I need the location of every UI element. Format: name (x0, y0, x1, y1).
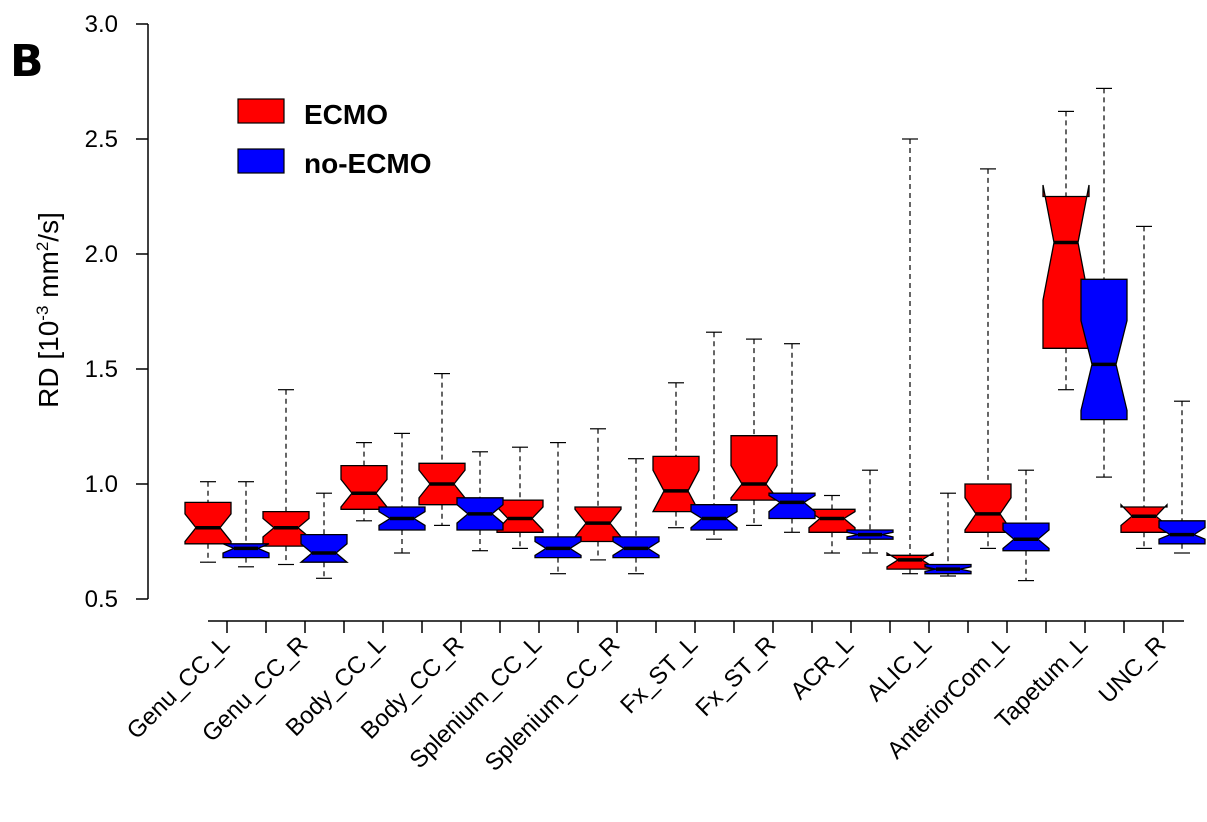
box-no-ecmo-alic_l (924, 492, 972, 577)
y-tick-label: 0.5 (85, 586, 118, 613)
x-tick-label: Fx_ST_R (690, 631, 781, 722)
notched-box (651, 455, 701, 513)
x-tick-label: Splenium_CC_R (480, 631, 625, 776)
box-no-ecmo-fx_st_l (690, 331, 738, 540)
box-no-ecmo-tapetum_l (1080, 87, 1128, 478)
notched-box (184, 501, 232, 545)
box-no-ecmo-unc_r (1158, 400, 1206, 554)
box-no-ecmo-genu_cc_r (299, 492, 349, 579)
box-layer (184, 87, 1206, 582)
notched-box (730, 435, 778, 501)
notched-box (222, 543, 270, 559)
box-ecmo-tapetum_l (1042, 110, 1090, 391)
box-no-ecmo-splenium_cc_r (612, 458, 660, 575)
notched-box (496, 499, 544, 533)
box-no-ecmo-fx_st_r (768, 343, 816, 533)
y-tick-label: 2.5 (85, 126, 118, 153)
x-tick-label: Splenium_CC_L (405, 631, 548, 774)
y-axis: 0.5 1.0 1.5 2.0 2.5 3.0 (85, 11, 149, 613)
notched-box (1080, 278, 1128, 421)
box-no-ecmo-anteriorcom_l (1002, 469, 1050, 582)
notched-box (808, 508, 856, 533)
notched-box (340, 464, 388, 510)
y-axis-title: RD [10-3 mm2/s] (33, 212, 64, 408)
box-ecmo-body_cc_l (340, 442, 388, 522)
x-tick-label: Fx_ST_L (615, 631, 703, 719)
box-ecmo-unc_r (1120, 225, 1168, 550)
y-tick-label: 1.5 (85, 356, 118, 383)
box-no-ecmo-genu_cc_l (222, 481, 270, 568)
legend: ECMO no-ECMO (237, 98, 432, 179)
box-ecmo-splenium_cc_r (574, 428, 622, 561)
box-no-ecmo-body_cc_r (456, 451, 504, 552)
y-tick-label: 1.0 (85, 471, 118, 498)
notched-box (1002, 522, 1050, 552)
box-ecmo-body_cc_r (418, 373, 466, 527)
legend-swatch-ecmo (237, 98, 285, 124)
box-no-ecmo-splenium_cc_l (534, 442, 582, 575)
y-tick-label: 3.0 (85, 11, 118, 38)
y-tick-label: 2.0 (85, 241, 118, 268)
box-no-ecmo-body_cc_l (378, 432, 426, 554)
legend-label-no-ecmo: no-ECMO (304, 148, 432, 179)
x-tick-label: ALIC_L (862, 631, 938, 707)
legend-swatch-no-ecmo (237, 148, 285, 174)
box-ecmo-genu_cc_l (184, 481, 232, 563)
x-tick-label: ACR_L (785, 631, 859, 705)
legend-label-ecmo: ECMO (304, 99, 388, 130)
box-ecmo-fx_st_r (730, 338, 778, 527)
box-ecmo-splenium_cc_l (496, 446, 544, 550)
box-ecmo-anteriorcom_l (964, 168, 1012, 550)
panel-label: B (10, 36, 44, 87)
x-tick-label: UNC_R (1094, 631, 1172, 709)
notched-box (1158, 520, 1206, 545)
box-ecmo-acr_l (808, 494, 856, 554)
x-axis: Genu_CC_LGenu_CC_RBody_CC_LBody_CC_RSple… (122, 620, 1184, 777)
box-no-ecmo-acr_l (846, 469, 894, 554)
notched-box (299, 533, 349, 563)
box-ecmo-genu_cc_r (262, 389, 310, 566)
box-ecmo-alic_l (886, 138, 934, 575)
notched-box (768, 492, 816, 520)
